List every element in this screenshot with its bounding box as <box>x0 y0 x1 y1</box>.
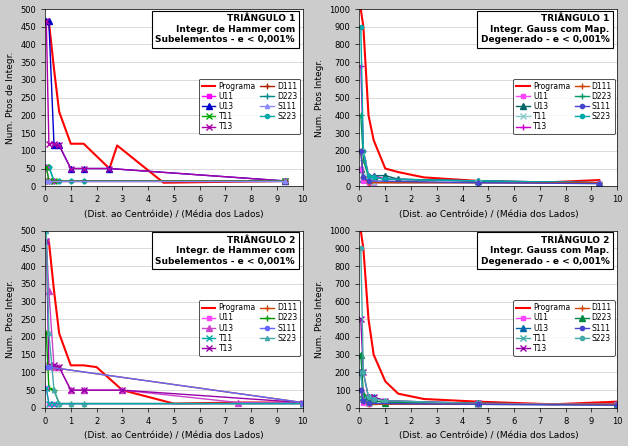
X-axis label: (Dist. ao Centróide) / (Média dos Lados): (Dist. ao Centróide) / (Média dos Lados) <box>399 210 578 219</box>
Y-axis label: Num. Ptos Integr.: Num. Ptos Integr. <box>315 58 324 137</box>
Text: TRIÂNGULO 1
Integr. Gauss com Map.
Degenerado - e < 0,001%: TRIÂNGULO 1 Integr. Gauss com Map. Degen… <box>480 14 609 44</box>
Text: TRIÂNGULO 2
Integr. Gauss com Map.
Degenerado - e < 0,001%: TRIÂNGULO 2 Integr. Gauss com Map. Degen… <box>480 236 609 266</box>
Y-axis label: Num. Ptos Integr.: Num. Ptos Integr. <box>315 280 324 358</box>
Y-axis label: Num. Ptos Integr.: Num. Ptos Integr. <box>6 280 14 358</box>
Y-axis label: Num. Ptos de Integr.: Num. Ptos de Integr. <box>6 51 14 144</box>
X-axis label: (Dist. ao Centróide) / (Média dos Lados): (Dist. ao Centróide) / (Média dos Lados) <box>84 431 264 441</box>
Legend: Programa, U11, U13, T11, T13, D111, D223, S111, S223: Programa, U11, U13, T11, T13, D111, D223… <box>513 300 615 356</box>
Legend: Programa, U11, U13, T11, T13, D111, D223, S111, S223: Programa, U11, U13, T11, T13, D111, D223… <box>198 300 300 356</box>
Legend: Programa, U11, U13, T11, T13, D111, D223, S111, S223: Programa, U11, U13, T11, T13, D111, D223… <box>198 78 300 134</box>
Text: TRIÂNGULO 1
Integr. de Hammer com
Subelementos - e < 0,001%: TRIÂNGULO 1 Integr. de Hammer com Subele… <box>155 14 295 44</box>
Text: TRIÂNGULO 2
Integr. de Hammer com
Subelementos - e < 0,001%: TRIÂNGULO 2 Integr. de Hammer com Subele… <box>155 236 295 266</box>
X-axis label: (Dist. ao Centróide) / (Média dos Lados): (Dist. ao Centróide) / (Média dos Lados) <box>84 210 264 219</box>
X-axis label: (Dist. ao Centróide) / (Média dos Lados): (Dist. ao Centróide) / (Média dos Lados) <box>399 431 578 441</box>
Legend: Programa, U11, U13, T11, T13, D111, D223, S111, S223: Programa, U11, U13, T11, T13, D111, D223… <box>513 78 615 134</box>
